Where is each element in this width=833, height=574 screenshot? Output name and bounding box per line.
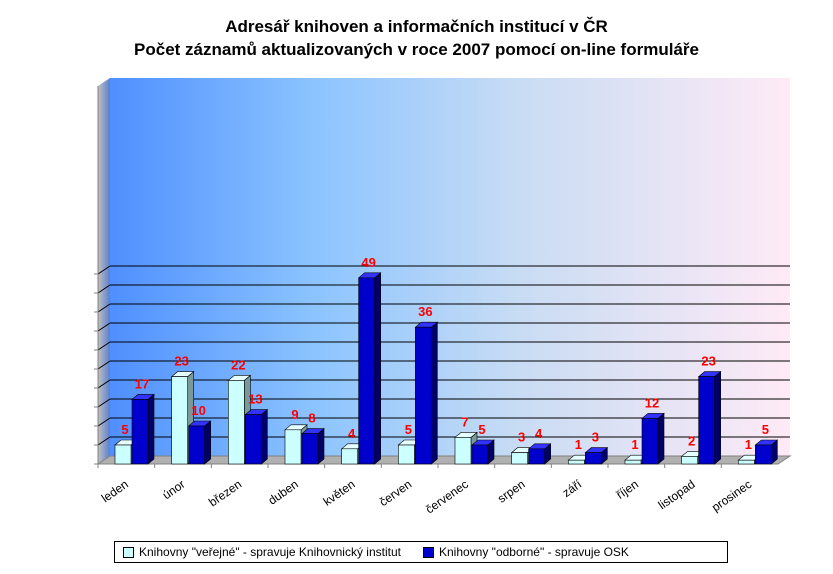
x-tick-label: červenec bbox=[423, 477, 471, 516]
legend-swatch-series-1 bbox=[123, 546, 134, 558]
bar-series-1 bbox=[454, 437, 472, 465]
data-label-series-2: 36 bbox=[418, 304, 432, 319]
bar-series-2 bbox=[641, 418, 659, 465]
data-label-series-1: 5 bbox=[121, 422, 128, 437]
data-label-series-2: 4 bbox=[535, 426, 543, 441]
chart-title: Adresář knihoven a informačních instituc… bbox=[225, 17, 608, 36]
bar-side-2 bbox=[431, 321, 438, 465]
bar-series-2 bbox=[471, 444, 489, 465]
legend-item-series-1: Knihovny "veřejné" - spravuje Knihovnick… bbox=[123, 545, 401, 559]
bar-series-1 bbox=[511, 452, 528, 465]
x-tick-label: leden bbox=[99, 477, 131, 505]
gridline-side bbox=[97, 284, 111, 294]
data-label-series-1: 9 bbox=[291, 407, 298, 422]
bar-series-1 bbox=[284, 429, 302, 465]
bar-series-1 bbox=[681, 456, 698, 465]
bar-side-2 bbox=[317, 427, 325, 465]
legend: Knihovny "veřejné" - spravuje Knihovnick… bbox=[114, 541, 728, 563]
bar-series-1 bbox=[738, 459, 755, 465]
bar-series-2 bbox=[585, 452, 602, 465]
gridline-side bbox=[97, 341, 111, 351]
bar-series-2 bbox=[188, 425, 205, 465]
bar-series-1 bbox=[228, 380, 245, 465]
data-label-series-1: 1 bbox=[631, 437, 638, 452]
data-label-series-2: 8 bbox=[308, 411, 315, 426]
x-tick-label: srpen bbox=[495, 477, 528, 506]
gridline-side bbox=[97, 360, 111, 370]
x-tick-label: listopad bbox=[656, 477, 698, 512]
bar-series-1 bbox=[568, 459, 585, 465]
x-tick-label: říjen bbox=[614, 477, 641, 502]
bar-series-2 bbox=[301, 433, 319, 465]
gridline-side bbox=[97, 379, 111, 389]
data-label-series-2: 49 bbox=[361, 255, 375, 270]
legend-label-series-1: Knihovny "veřejné" - spravuje Knihovnick… bbox=[139, 545, 401, 559]
bar-series-2 bbox=[358, 277, 375, 465]
data-label-series-2: 3 bbox=[592, 430, 599, 445]
bar-series-1 bbox=[624, 459, 642, 465]
gridline-side bbox=[97, 417, 111, 427]
x-tick-label: prosinec bbox=[709, 477, 754, 514]
bar-series-2 bbox=[755, 444, 772, 465]
bar-side-2 bbox=[714, 370, 721, 465]
data-label-series-1: 4 bbox=[348, 426, 356, 441]
data-label-series-1: 3 bbox=[518, 430, 525, 445]
bar-series-2 bbox=[245, 414, 262, 465]
data-label-series-2: 23 bbox=[701, 354, 715, 369]
data-label-series-1: 7 bbox=[461, 414, 468, 429]
x-tick-label: duben bbox=[266, 477, 301, 508]
x-tick-label: září bbox=[560, 477, 585, 500]
data-label-series-2: 10 bbox=[191, 403, 205, 418]
gridline-side bbox=[97, 265, 111, 275]
gridline-side bbox=[97, 436, 111, 446]
chart-subtitle: Počet záznamů aktualizovaných v roce 200… bbox=[134, 40, 699, 59]
data-label-series-1: 2 bbox=[688, 433, 695, 448]
legend-label-series-2: Knihovny "odborné" - spravuje OSK bbox=[438, 545, 629, 559]
data-label-series-2: 12 bbox=[645, 395, 659, 410]
x-tick-label: červen bbox=[377, 477, 415, 509]
bar-series-1 bbox=[171, 376, 188, 465]
bar-series-2 bbox=[131, 399, 149, 465]
bar-side-2 bbox=[147, 393, 155, 465]
bar-series-1 bbox=[398, 444, 415, 465]
data-label-series-1: 23 bbox=[174, 354, 188, 369]
bar-side-2 bbox=[657, 412, 665, 465]
data-label-series-2: 13 bbox=[248, 392, 262, 407]
data-label-series-1: 22 bbox=[231, 357, 245, 372]
gridline-side bbox=[97, 322, 111, 332]
x-tick-label: květen bbox=[321, 477, 358, 509]
bar-side-2 bbox=[374, 272, 381, 465]
data-label-series-2: 17 bbox=[135, 376, 149, 391]
data-label-series-1: 1 bbox=[745, 437, 752, 452]
bar-series-2 bbox=[528, 448, 545, 465]
x-tick-label: březen bbox=[206, 477, 244, 510]
bar-side-2 bbox=[204, 420, 211, 465]
gridline-side bbox=[97, 398, 111, 408]
data-label-series-1: 5 bbox=[405, 422, 412, 437]
bar-series-2 bbox=[415, 326, 432, 465]
x-tick-label: únor bbox=[160, 477, 188, 502]
data-label-series-2: 5 bbox=[762, 422, 769, 437]
legend-item-series-2: Knihovny "odborné" - spravuje OSK bbox=[422, 545, 629, 559]
bar-series-1 bbox=[114, 444, 132, 465]
back-wall bbox=[110, 78, 790, 456]
gridline-side bbox=[97, 303, 111, 313]
bar-series-2 bbox=[698, 376, 715, 465]
data-label-series-2: 5 bbox=[478, 422, 485, 437]
legend-swatch-series-2 bbox=[422, 546, 434, 558]
bar-series-1 bbox=[341, 448, 358, 465]
bar-side-2 bbox=[261, 408, 268, 465]
data-label-series-1: 1 bbox=[575, 437, 582, 452]
